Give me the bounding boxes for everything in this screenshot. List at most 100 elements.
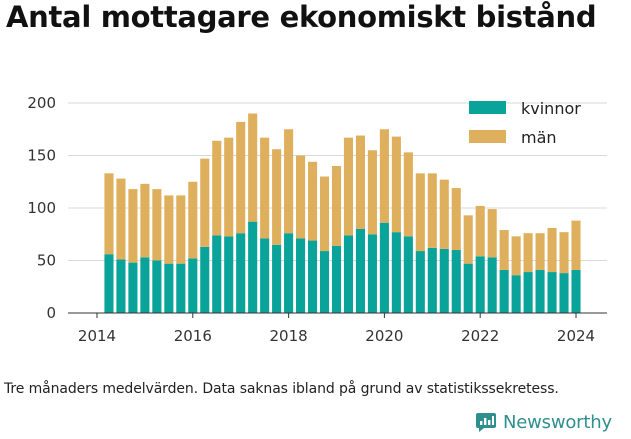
bar-man [391, 136, 401, 233]
bar-man [152, 189, 162, 261]
newsworthy-brand[interactable]: Newsworthy [475, 408, 612, 436]
bar-kvinnor [499, 269, 509, 313]
bar-kvinnor [104, 254, 114, 313]
bar-kvinnor [272, 244, 282, 313]
bar-man [499, 230, 509, 270]
bar-man [559, 232, 569, 274]
bar-kvinnor [355, 229, 365, 313]
bar-kvinnor [319, 251, 330, 313]
y-tick-label: 0 [46, 304, 56, 322]
bar-man [188, 181, 198, 259]
bar-kvinnor [391, 232, 401, 313]
bar-kvinnor [427, 247, 437, 313]
bar-man [128, 189, 138, 263]
legend-label: män [521, 128, 557, 147]
x-tick-label: 2016 [174, 327, 212, 345]
x-tick-label: 2020 [365, 327, 403, 345]
bar-man [140, 183, 150, 258]
bar-man [427, 173, 437, 248]
x-tick-label: 2022 [461, 327, 499, 345]
bar-man [296, 155, 306, 239]
brand-name: Newsworthy [503, 411, 612, 433]
legend: kvinnor män [469, 99, 581, 147]
bar-man [463, 215, 473, 264]
bar-man [164, 195, 174, 264]
bar-kvinnor [415, 251, 425, 313]
bar-man [547, 227, 557, 273]
bar-kvinnor [248, 221, 258, 313]
x-tick-label: 2024 [557, 327, 595, 345]
footnote: Tre månaders medelvärden. Data saknas ib… [4, 381, 559, 397]
bar-man [236, 121, 246, 234]
x-tick-label: 2014 [78, 327, 116, 345]
bar-kvinnor [547, 272, 557, 313]
y-tick-label: 100 [27, 199, 56, 217]
x-tick-label: 2018 [270, 327, 308, 345]
bar-kvinnor [439, 248, 449, 313]
bar-man [272, 149, 282, 245]
bar-kvinnor [379, 222, 389, 313]
bar-man [475, 205, 485, 257]
bar-kvinnor [116, 259, 126, 313]
bar-kvinnor [212, 235, 222, 313]
bar-man [260, 137, 270, 239]
bar-kvinnor [152, 260, 162, 313]
bar-kvinnor [224, 236, 234, 313]
bar-kvinnor [140, 257, 150, 313]
bar-man [571, 220, 581, 270]
bar-man [224, 137, 234, 237]
bar-kvinnor [236, 233, 246, 313]
bar-kvinnor [260, 238, 270, 313]
bar-man [487, 209, 497, 258]
bar-man [535, 233, 545, 270]
bar-kvinnor [475, 256, 485, 313]
bar-man [451, 188, 461, 250]
bar-kvinnor [296, 238, 306, 313]
bar-man [248, 113, 258, 222]
bar-kvinnor [559, 273, 569, 313]
y-tick-label: 50 [37, 252, 56, 270]
bar-man [308, 161, 318, 241]
axes: 0 50 100 150 200 2014 2016 2018 2020 2022 2024 [27, 94, 607, 345]
legend-swatch [469, 130, 506, 143]
bar-kvinnor [451, 250, 461, 313]
bar-kvinnor [284, 233, 294, 313]
bar-kvinnor [367, 234, 377, 313]
bar-kvinnor [487, 257, 497, 313]
bar-man [403, 152, 413, 237]
bar-kvinnor [535, 269, 545, 313]
bar-man [511, 236, 521, 276]
bar-man [343, 137, 354, 236]
bar-man [200, 158, 210, 247]
bar-kvinnor [331, 245, 342, 313]
bar-kvinnor [463, 263, 473, 313]
bar-man [104, 173, 114, 255]
bar-man [367, 150, 377, 235]
bar-kvinnor [523, 272, 533, 313]
y-tick-label: 200 [27, 94, 56, 112]
bar-kvinnor [188, 258, 198, 313]
bar-kvinnor [128, 262, 138, 313]
bar-man [116, 178, 126, 260]
bar-kvinnor [511, 275, 521, 313]
bar-man [355, 135, 365, 229]
legend-label: kvinnor [521, 99, 581, 118]
bar-man [379, 129, 389, 223]
bar-man [319, 176, 330, 252]
bar-man [212, 140, 222, 236]
bar-kvinnor [200, 246, 210, 313]
bar-kvinnor [164, 263, 174, 313]
newsworthy-logo-icon [476, 413, 496, 432]
stacked-bar-chart: 0 50 100 150 200 2014 2016 2018 2020 2022 2024 kvi… [27, 94, 607, 345]
bar-man [284, 129, 294, 234]
bar-kvinnor [308, 240, 318, 313]
bar-kvinnor [176, 263, 186, 313]
bars [104, 113, 581, 313]
bar-kvinnor [403, 236, 413, 313]
bar-man [523, 233, 533, 273]
y-tick-label: 150 [27, 147, 56, 165]
chart-title: Antal mottagare ekonomiskt bistånd [6, 0, 597, 34]
bar-man [439, 179, 449, 249]
legend-swatch [469, 101, 506, 114]
bar-man [331, 166, 342, 246]
